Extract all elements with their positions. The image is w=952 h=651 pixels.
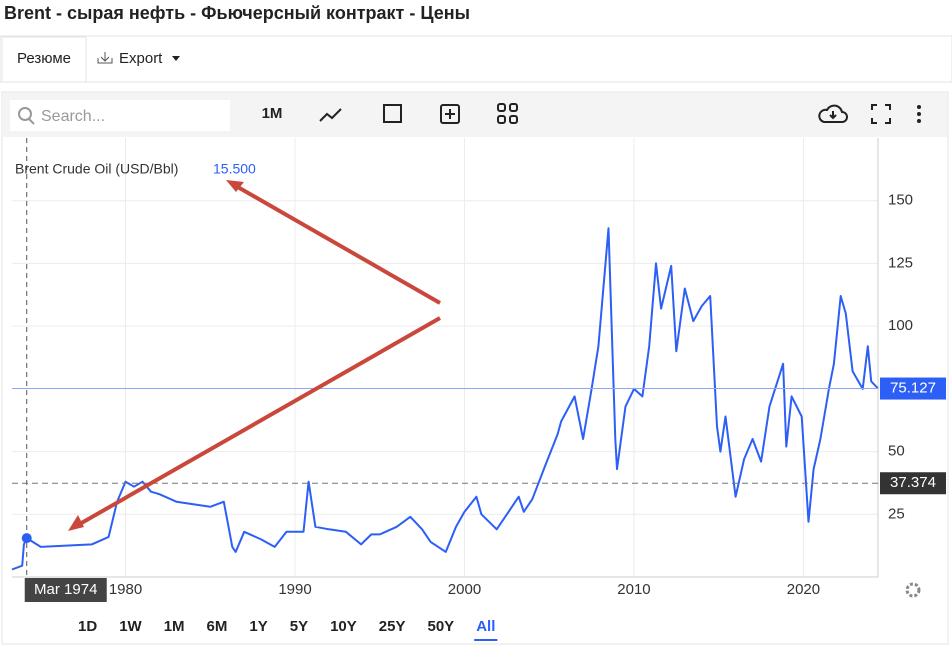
tab-bar bbox=[0, 35, 952, 83]
add-icon[interactable] bbox=[440, 104, 460, 124]
crosshair-point bbox=[21, 533, 32, 544]
x-tick-label: 1990 bbox=[278, 581, 311, 598]
layout-icon[interactable] bbox=[497, 103, 518, 124]
x-tick-label: 2020 bbox=[787, 581, 820, 598]
last-price-box bbox=[880, 377, 946, 400]
y-tick-label: 25 bbox=[888, 505, 905, 522]
legend-value: 15.500 bbox=[213, 161, 256, 177]
y-tick-label: 100 bbox=[888, 317, 913, 334]
menu-icon[interactable] bbox=[917, 105, 921, 123]
range-button[interactable]: 50Y bbox=[428, 618, 455, 635]
range-button[interactable]: 25Y bbox=[379, 618, 406, 635]
y-tick-label: 50 bbox=[888, 443, 905, 460]
search-placeholder: Search... bbox=[41, 108, 105, 125]
legend-title: Brent Crude Oil (USD/Bbl) bbox=[15, 161, 178, 177]
plot: 25 50 100 125 150 1980 1990 2000 2010 2020 75.127 3… bbox=[11, 138, 946, 641]
annotation-arrows bbox=[68, 180, 441, 531]
last-price-label: 75.127 bbox=[890, 380, 936, 397]
chart-type-icon[interactable] bbox=[319, 108, 342, 122]
range-button[interactable]: 1W bbox=[119, 618, 142, 635]
range-button[interactable]: 1M bbox=[164, 618, 185, 635]
range-button[interactable]: 6M bbox=[207, 618, 228, 635]
settings-icon[interactable] bbox=[905, 582, 921, 598]
tab[interactable]: Резюме bbox=[17, 50, 71, 67]
crosshair-date-box bbox=[24, 578, 107, 602]
x-tick-label: 2010 bbox=[617, 581, 650, 598]
interval-button[interactable]: 1M bbox=[262, 105, 283, 122]
x-tick-label: 1980 bbox=[109, 581, 142, 598]
price-line bbox=[11, 227, 879, 571]
tab-frame bbox=[1, 36, 87, 83]
range-button[interactable]: 5Y bbox=[290, 618, 308, 635]
crosshair-price-box bbox=[880, 472, 946, 495]
range-button[interactable]: 1Y bbox=[249, 618, 267, 635]
calendar-icon[interactable] bbox=[383, 104, 402, 123]
export-icon bbox=[97, 52, 113, 64]
crosshair-date: Mar 1974 bbox=[34, 581, 97, 598]
y-tick-label: 125 bbox=[888, 254, 913, 271]
search-box[interactable] bbox=[10, 100, 230, 131]
fullscreen-icon[interactable] bbox=[871, 104, 891, 124]
add-icon bbox=[445, 109, 455, 119]
download-icon[interactable] bbox=[818, 104, 848, 123]
range-button[interactable]: 1D bbox=[78, 618, 97, 635]
range-button[interactable]: 10Y bbox=[330, 618, 357, 635]
chart-panel bbox=[1, 91, 949, 645]
range-button[interactable]: All bbox=[476, 618, 495, 635]
x-tick-label: 2000 bbox=[448, 581, 481, 598]
y-tick-label: 150 bbox=[888, 192, 913, 209]
page-title: Brent - сырая нефть - Фьючерсный контрак… bbox=[4, 3, 470, 23]
tab[interactable]: Export bbox=[119, 50, 163, 67]
caret bbox=[172, 56, 180, 61]
crosshair-price: 37.374 bbox=[890, 474, 936, 491]
search-icon bbox=[18, 107, 32, 121]
search-icon bbox=[28, 118, 35, 125]
